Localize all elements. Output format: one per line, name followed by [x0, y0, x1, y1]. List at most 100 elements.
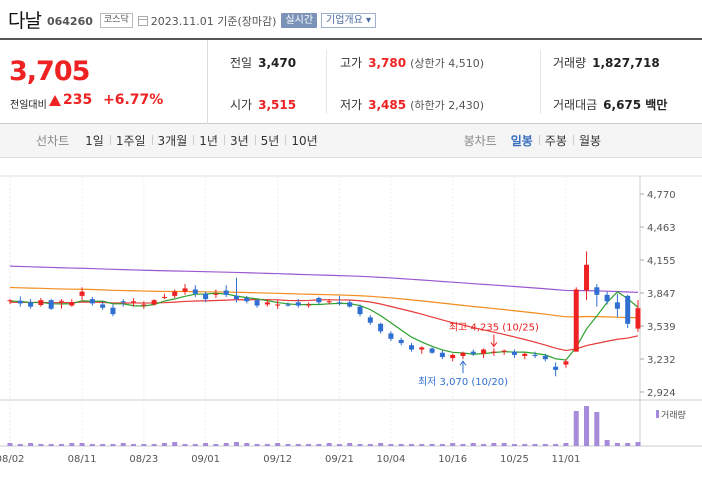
- candle-body: [398, 339, 404, 344]
- candle-body: [388, 333, 394, 339]
- volume-bar: [336, 444, 342, 446]
- candle-body: [511, 351, 517, 355]
- tab-daily[interactable]: 일봉: [510, 134, 533, 148]
- tab-weekly[interactable]: 주봉: [538, 132, 573, 149]
- tab-5y[interactable]: 5년: [254, 132, 286, 149]
- high-annotation: 최고 4,235 (10/25): [449, 321, 539, 333]
- volume-bar: [131, 444, 137, 446]
- lower-limit: (하한가 2,430): [410, 99, 484, 112]
- candle-body: [48, 300, 54, 309]
- volume-bar: [58, 444, 64, 446]
- stock-header: 다날 064260 코스닥 2023.11.01 기준(장마감) 실시간 기업개…: [0, 0, 702, 38]
- volume-bar: [7, 443, 13, 446]
- candle-body: [419, 347, 425, 350]
- tab-1w[interactable]: 1주일: [109, 132, 152, 149]
- prev-close-value: 3,470: [258, 56, 297, 70]
- candle-body: [213, 293, 219, 295]
- candle-body: [409, 345, 415, 350]
- candle-body: [58, 300, 64, 302]
- volume-bar: [584, 406, 590, 446]
- divider: [540, 50, 541, 114]
- volume-bar: [141, 444, 147, 446]
- volume-bar: [563, 443, 569, 446]
- volume-bar: [48, 444, 54, 446]
- tab-3m[interactable]: 3개월: [151, 132, 194, 149]
- volume-bar: [367, 444, 373, 446]
- volume-bar: [532, 444, 538, 446]
- candle-body: [491, 351, 497, 353]
- candle-body: [172, 291, 178, 296]
- volume-bar: [192, 444, 198, 446]
- base-date: 2023.11.01 기준(장마감): [150, 14, 277, 28]
- chart-period-tabs: 선차트 1일 1주일 3개월 1년 3년 5년 10년 봉차트 일봉 주봉 월봉: [0, 124, 702, 158]
- candle-body: [69, 302, 75, 306]
- volume-legend-swatch: [656, 410, 659, 418]
- x-tick-label: 11/01: [552, 454, 581, 465]
- candle-body: [192, 289, 198, 294]
- x-tick-label: 08/02: [0, 454, 24, 465]
- tab-3y[interactable]: 3년: [223, 132, 255, 149]
- volume-bar: [120, 443, 126, 446]
- tab-1d[interactable]: 1일: [85, 134, 104, 148]
- company-overview-button[interactable]: 기업개요 ▾: [321, 13, 377, 28]
- volume-bar: [295, 444, 301, 446]
- x-tick-label: 09/21: [325, 454, 354, 465]
- realtime-button[interactable]: 실시간: [281, 13, 318, 28]
- x-tick-label: 09/12: [263, 454, 292, 465]
- line-chart-label: 선차트: [36, 134, 70, 148]
- volume-bar: [409, 444, 415, 446]
- candle-body: [79, 291, 85, 296]
- volume-bar: [491, 443, 497, 446]
- high-price: 고가 3,780 (상한가 4,510): [340, 54, 484, 71]
- candle-body: [28, 302, 34, 307]
- price-summary: 3,705 전일대비 235 +6.77% 전일 3,470 고가 3,780 (상한…: [0, 38, 702, 124]
- candlestick-chart[interactable]: 4,770 4,463 4,155 3,847 3,539 3,232 2,924 08/02…: [0, 160, 702, 482]
- volume-bar: [429, 444, 435, 446]
- volume-bar: [79, 443, 85, 446]
- volume-bar: [326, 443, 332, 446]
- y-tick-label: 3,539: [647, 322, 676, 333]
- tab-10y[interactable]: 10년: [285, 132, 323, 149]
- y-tick-label: 4,463: [647, 223, 676, 234]
- volume-bar: [28, 443, 34, 446]
- ma60-line: [9, 286, 639, 319]
- volume-bar: [398, 444, 404, 446]
- candle-body: [367, 317, 373, 323]
- volume-bar: [233, 442, 239, 446]
- volume-bar: [161, 443, 167, 446]
- tab-1y[interactable]: 1년: [193, 132, 224, 149]
- candle-body: [233, 295, 239, 300]
- y-tick-label: 3,847: [647, 289, 676, 300]
- volume-bar: [553, 444, 559, 446]
- current-price-panel: 3,705 전일대비 235 +6.77%: [0, 40, 208, 124]
- ma5-line: [9, 291, 639, 361]
- stock-name: 다날: [8, 9, 42, 32]
- volume-bar: [285, 444, 291, 446]
- candle-body: [38, 300, 44, 306]
- volume-bar: [594, 412, 600, 446]
- volume-value: 1,827,718: [592, 56, 660, 70]
- low-value: 3,485: [368, 98, 407, 112]
- candle-body: [542, 355, 548, 360]
- volume-bar: [213, 444, 219, 446]
- y-tick-label: 3,232: [647, 355, 676, 366]
- high-value: 3,780: [368, 56, 407, 70]
- volume-bar: [625, 443, 631, 446]
- volume-bar: [378, 443, 384, 446]
- candle-body: [429, 348, 435, 353]
- divider: [326, 50, 327, 114]
- candle-body: [614, 302, 620, 309]
- volume-bar: [522, 444, 528, 446]
- candle-body: [553, 366, 559, 370]
- ma120-line: [9, 265, 639, 293]
- candle-body: [151, 300, 157, 305]
- volume-bar: [306, 444, 312, 446]
- tab-monthly[interactable]: 월봉: [572, 132, 607, 149]
- calendar-icon: [137, 15, 148, 26]
- candle-body: [501, 350, 507, 352]
- low-label: 저가: [340, 98, 363, 112]
- volume-bar: [151, 444, 157, 446]
- candle-body: [450, 354, 456, 359]
- x-tick-label: 08/23: [129, 454, 158, 465]
- price-change: 235: [63, 92, 93, 108]
